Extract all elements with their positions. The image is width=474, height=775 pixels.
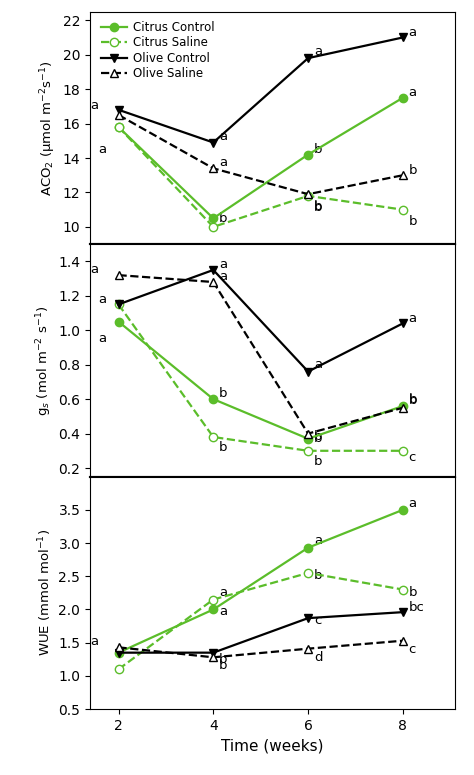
Y-axis label: g$_s$ (mol m$^{-2}$ s$^{-1}$): g$_s$ (mol m$^{-2}$ s$^{-1}$) — [35, 305, 54, 415]
Text: c: c — [409, 451, 416, 464]
Text: a: a — [314, 45, 322, 57]
Text: b: b — [409, 164, 417, 177]
Text: b: b — [314, 200, 322, 212]
Text: a: a — [219, 156, 227, 169]
Text: a: a — [99, 332, 107, 346]
Text: a: a — [99, 293, 107, 305]
Text: b: b — [219, 659, 228, 672]
Text: a: a — [314, 358, 322, 371]
Text: a: a — [99, 143, 107, 156]
Text: b: b — [314, 432, 322, 445]
Text: b: b — [219, 388, 228, 401]
Text: b: b — [314, 143, 322, 156]
Text: a: a — [219, 604, 227, 618]
Text: c: c — [409, 643, 416, 656]
Text: b: b — [219, 441, 228, 454]
Text: c: c — [314, 614, 321, 627]
Text: b: b — [409, 394, 417, 408]
Text: b: b — [314, 430, 322, 443]
Text: b: b — [314, 569, 322, 582]
Text: a: a — [219, 258, 227, 271]
Text: b: b — [409, 586, 417, 598]
Legend: Citrus Control, Citrus Saline, Olive Control, Olive Saline: Citrus Control, Citrus Saline, Olive Con… — [100, 20, 216, 81]
Text: b: b — [219, 212, 228, 225]
Text: bc: bc — [409, 601, 424, 615]
Y-axis label: WUE (mmol mol$^{-1}$): WUE (mmol mol$^{-1}$) — [36, 529, 54, 656]
Text: a: a — [219, 130, 227, 143]
Text: a: a — [219, 270, 227, 284]
Text: b: b — [314, 455, 322, 467]
Text: a: a — [219, 586, 227, 598]
Text: a: a — [90, 635, 98, 648]
Text: a: a — [90, 99, 98, 112]
Text: a: a — [409, 498, 417, 510]
Text: d: d — [314, 651, 322, 664]
Text: a: a — [90, 264, 98, 277]
Text: b: b — [219, 653, 228, 666]
Text: b: b — [409, 215, 417, 228]
Text: b: b — [314, 202, 322, 215]
Text: a: a — [409, 86, 417, 99]
Text: a: a — [409, 26, 417, 39]
Text: a: a — [314, 535, 322, 547]
Text: b: b — [409, 393, 417, 405]
Text: a: a — [409, 312, 417, 325]
Y-axis label: ACO$_2$ (μmol m$^{-2}$s$^{-1}$): ACO$_2$ (μmol m$^{-2}$s$^{-1}$) — [39, 60, 58, 196]
X-axis label: Time (weeks): Time (weeks) — [221, 739, 324, 753]
